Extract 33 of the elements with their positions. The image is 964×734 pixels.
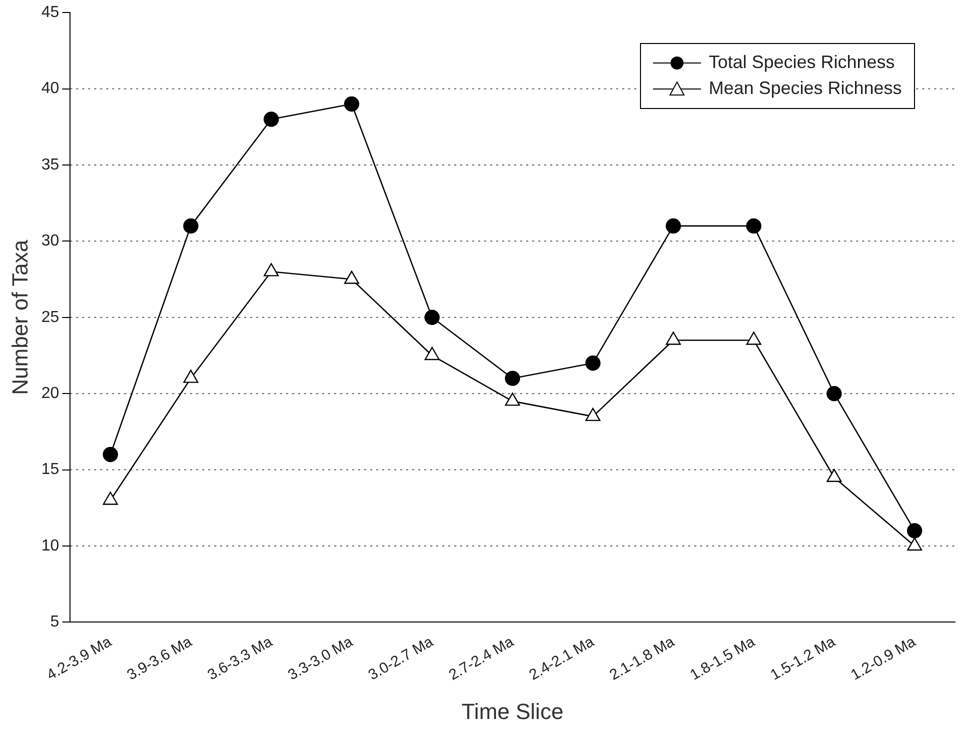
legend-label: Total Species Richness: [708, 52, 895, 74]
point: [344, 96, 360, 112]
point: [264, 263, 279, 276]
point: [826, 468, 842, 482]
y-tick-label: 40: [41, 80, 60, 98]
x-axis-title: Time Slice: [462, 698, 564, 724]
y-axis-title: Number of Taxa: [7, 239, 32, 395]
legend-label: Mean Species Richness: [708, 78, 902, 100]
point: [746, 218, 762, 234]
point: [183, 370, 198, 383]
point: [585, 355, 601, 371]
point: [746, 332, 762, 345]
y-tick-label: 5: [50, 614, 60, 631]
y-tick-label: 45: [41, 4, 60, 22]
y-tick-label: 20: [41, 384, 60, 402]
y-tick-label: 25: [41, 308, 60, 326]
point: [585, 408, 600, 422]
point: [183, 218, 198, 234]
y-tick-label: 35: [41, 156, 60, 174]
point: [666, 332, 681, 345]
point: [344, 270, 360, 284]
point: [826, 386, 842, 402]
point: [264, 112, 279, 127]
point: [424, 346, 440, 360]
y-tick-label: 10: [41, 537, 60, 554]
point: [424, 310, 440, 325]
point: [102, 492, 118, 505]
point: [907, 537, 922, 551]
point: [504, 370, 520, 386]
point: [504, 392, 520, 406]
y-tick-label: 30: [41, 232, 60, 250]
y-tick-label: 15: [41, 461, 60, 478]
point: [666, 218, 681, 234]
